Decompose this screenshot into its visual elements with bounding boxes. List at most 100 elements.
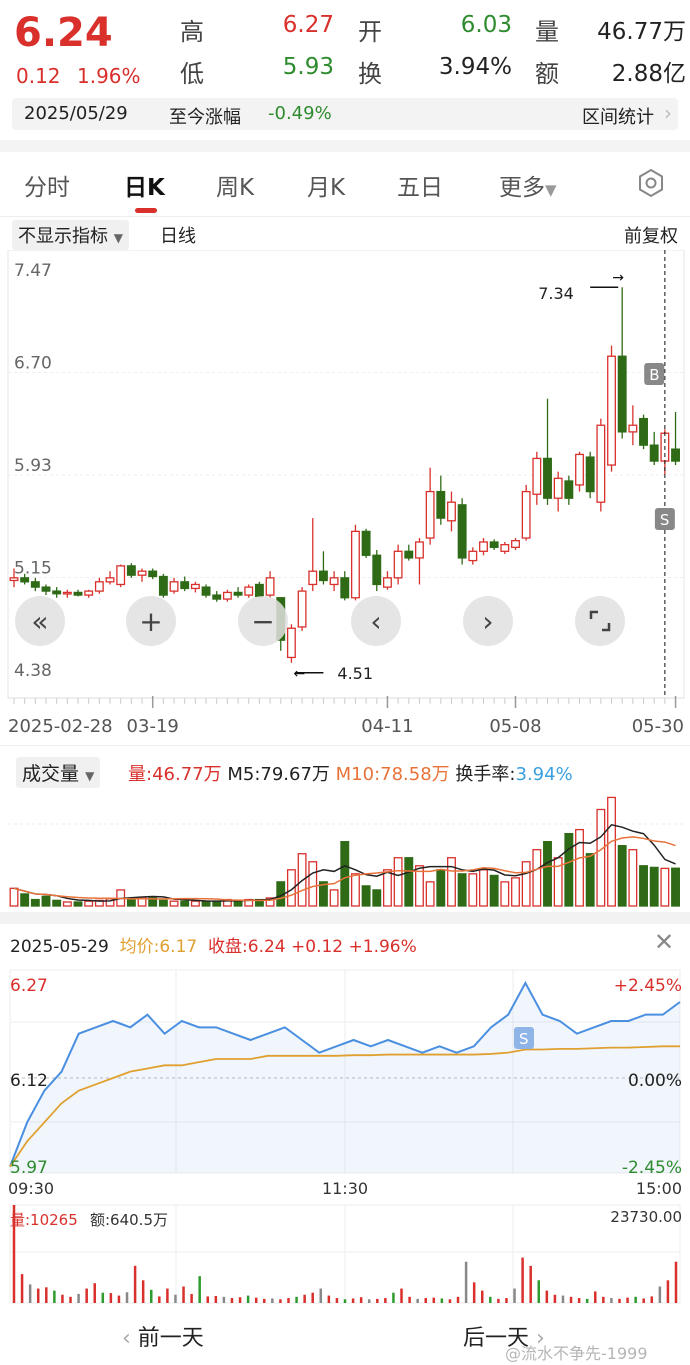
candle — [254, 583, 264, 598]
sell-marker-label: S — [519, 1030, 529, 1048]
volume-bar — [190, 900, 200, 907]
volume-bar — [350, 873, 360, 907]
volume-bar — [201, 900, 211, 907]
candle — [521, 490, 531, 539]
high-label: 高 — [180, 18, 204, 46]
range-bar[interactable]: 2025/05/29 至今涨幅 -0.49% 区间统计 › — [12, 98, 678, 130]
candle — [671, 448, 680, 462]
volume-bar — [9, 887, 19, 907]
x-tick-label: 11:30 — [322, 1179, 368, 1198]
range-stats-link[interactable]: 区间统计 — [582, 107, 654, 128]
volume-bar — [468, 873, 478, 907]
candle — [404, 550, 414, 559]
adjust-select[interactable]: 前复权 — [624, 226, 678, 247]
x-tick-label: 05-30 — [632, 716, 684, 737]
volume-chart — [8, 796, 684, 907]
candle — [41, 586, 51, 592]
indicator-select[interactable]: 不显示指标 ▼ — [12, 220, 129, 250]
arrow-head: ← — [293, 666, 305, 682]
candle — [649, 444, 659, 462]
y-left-label: 6.27 — [10, 976, 48, 996]
tab-five-day[interactable]: 五日 — [397, 175, 443, 201]
volume-indicator-select[interactable]: 成交量 ▼ — [16, 757, 101, 788]
candle — [447, 501, 456, 522]
volume-bar — [660, 867, 670, 907]
candle — [148, 570, 158, 578]
candle — [297, 590, 307, 628]
next-day-button[interactable]: 后一天 › — [463, 1320, 545, 1352]
volume-bar — [479, 869, 488, 907]
candle — [137, 570, 147, 576]
scroll-right-button[interactable]: › — [463, 596, 513, 646]
scroll-start-button[interactable]: « — [15, 596, 65, 646]
volume-bar — [148, 897, 158, 907]
volume-bar — [543, 841, 552, 907]
tab-weekly-k[interactable]: 周K — [216, 175, 255, 201]
settings-icon[interactable] — [636, 168, 666, 198]
x-tick-label: 05-08 — [489, 716, 541, 737]
active-tab-indicator — [135, 208, 157, 213]
high-value: 6.27 — [282, 12, 334, 38]
tab-intraday[interactable]: 分时 — [24, 175, 70, 201]
volume-bar — [585, 853, 595, 907]
candle — [532, 457, 542, 495]
volume-bar — [649, 866, 659, 907]
candle — [372, 554, 382, 586]
volume-bar — [84, 900, 94, 907]
amount-value: 2.88亿 — [611, 61, 686, 87]
current-price: 6.24 — [14, 10, 113, 56]
divider — [0, 745, 690, 746]
tab-daily-k[interactable]: 日K — [124, 175, 165, 201]
candle — [617, 355, 627, 433]
volume-bar — [511, 877, 520, 907]
volume-bar — [329, 889, 339, 907]
candle — [639, 417, 648, 446]
candle — [190, 583, 200, 590]
candle — [244, 586, 254, 596]
candle — [126, 565, 136, 576]
zoom-out-button[interactable]: − — [238, 596, 288, 646]
avg-price-label: 均价: — [119, 937, 160, 957]
candle — [596, 424, 606, 503]
candle — [116, 565, 126, 586]
volume-legend: 量:46.77万 M5:79.67万 M10:78.58万 换手率:3.94% — [128, 760, 573, 786]
candle — [489, 541, 499, 548]
amount-label: 额 — [535, 60, 559, 88]
watermark: @流水不争先-1999 — [505, 1344, 648, 1363]
candle — [361, 530, 371, 556]
volume-today: 量:46.77万 — [128, 764, 222, 785]
candle — [158, 575, 168, 596]
volume-bar — [265, 897, 275, 907]
volume-bar — [318, 881, 328, 907]
range-value: -0.49% — [268, 103, 332, 124]
volume-bar — [404, 857, 414, 907]
candle — [265, 577, 275, 596]
tab-monthly-k[interactable]: 月K — [307, 175, 346, 201]
zoom-in-button[interactable]: + — [126, 596, 176, 646]
turnover-rate: 3.94% — [515, 764, 573, 785]
candlestick-chart[interactable]: 7.47 6.70 5.93 5.15 4.38 → 7.34 ← 4.51 B S 2025-02-… — [0, 250, 690, 750]
fullscreen-button[interactable] — [575, 596, 625, 646]
sell-marker-label: S — [660, 511, 670, 529]
min-price-label: 4.51 — [337, 664, 373, 683]
open-label: 开 — [358, 18, 382, 46]
candle — [436, 490, 446, 519]
volume-ma10-line — [13, 836, 676, 902]
candle — [222, 591, 232, 600]
tab-more[interactable]: 更多▼ — [499, 168, 557, 202]
volume-bar — [415, 865, 424, 907]
volume-bar — [158, 899, 168, 907]
volume-bar — [607, 796, 616, 907]
volume-label: 量:10265 — [10, 1211, 78, 1229]
candle — [329, 577, 339, 586]
x-tick-label: 15:00 — [636, 1179, 682, 1198]
close-icon[interactable]: ✕ — [654, 928, 675, 956]
candle — [607, 355, 616, 466]
volume-bar — [180, 900, 190, 907]
candle — [468, 550, 478, 562]
scroll-left-button[interactable]: ‹ — [351, 596, 401, 646]
intraday-chart[interactable]: S 6.27 6.12 5.97 +2.45% 0.00% -2.45% 09:30 11:30… — [0, 965, 690, 1310]
prev-day-button[interactable]: ‹ 前一天 — [122, 1320, 204, 1352]
candle — [393, 550, 403, 579]
volume-bar — [532, 849, 542, 907]
